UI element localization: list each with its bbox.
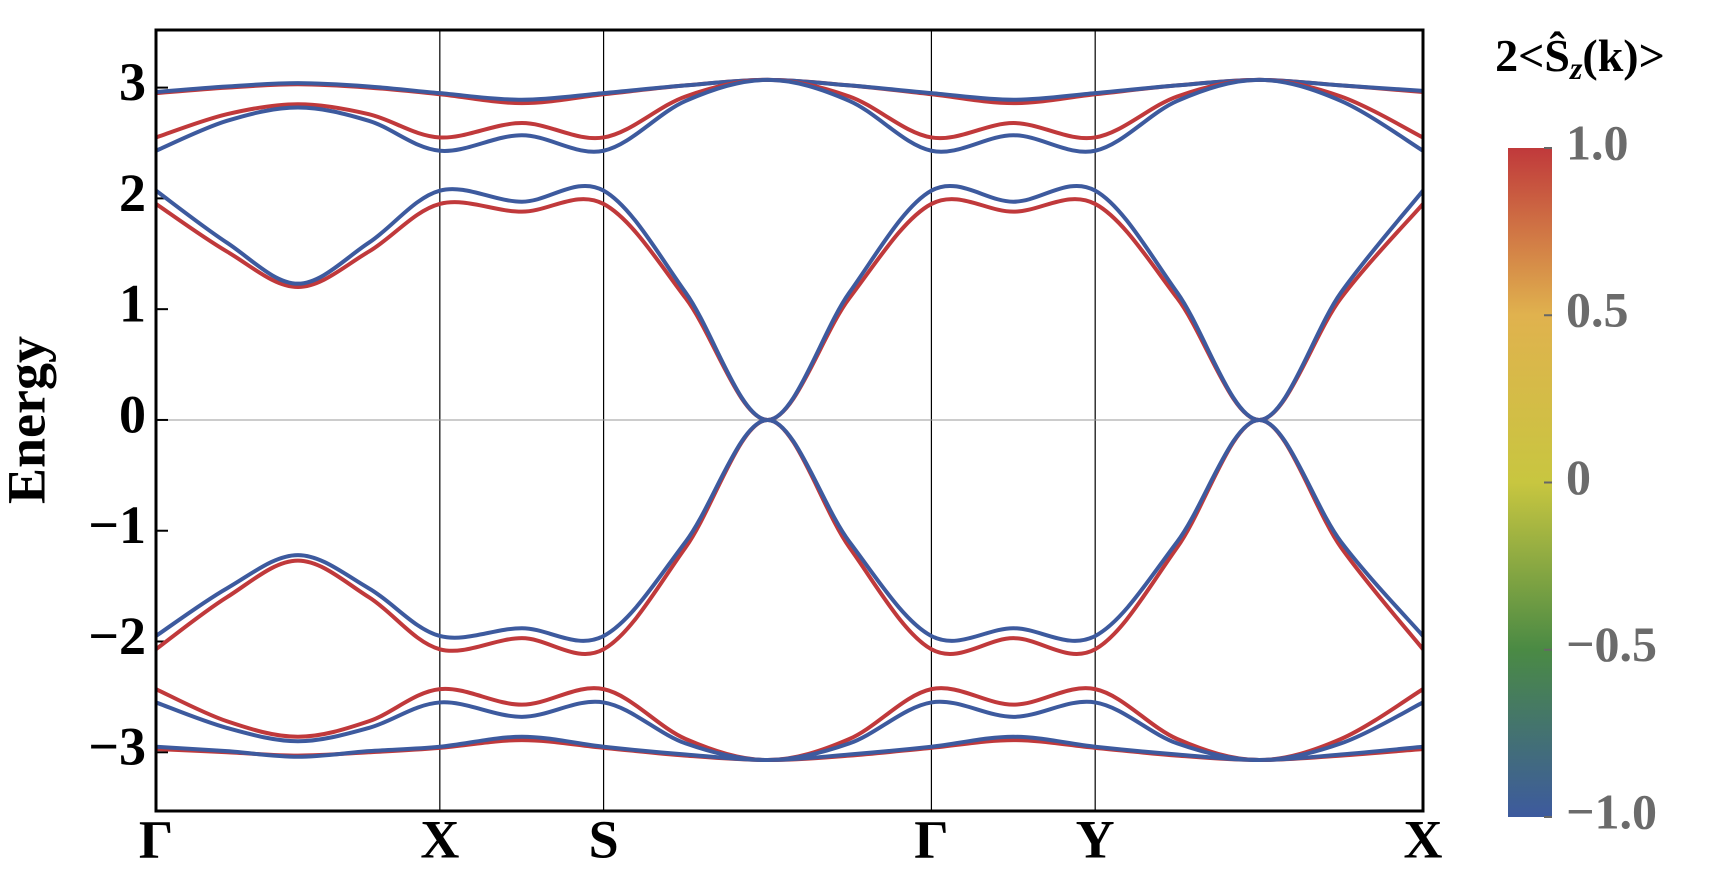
y-tick-label: 3 bbox=[119, 52, 146, 112]
y-tick-label: 0 bbox=[119, 384, 146, 444]
band-line bbox=[155, 77, 1424, 141]
x-tick-label: S bbox=[589, 809, 619, 869]
colorbar-title: 2<Ŝz(k)> bbox=[1495, 30, 1665, 87]
x-tick-label: Y bbox=[1076, 809, 1115, 869]
colorbar-tick-label: −0.5 bbox=[1566, 616, 1657, 672]
x-tick-label: X bbox=[420, 809, 459, 869]
y-tick-label: −1 bbox=[88, 495, 146, 555]
band-line bbox=[154, 417, 1425, 643]
y-tick-label: −3 bbox=[88, 717, 146, 777]
band-line bbox=[154, 417, 1425, 656]
x-tick-label: X bbox=[1404, 809, 1443, 869]
y-tick-label: 2 bbox=[119, 163, 146, 223]
colorbar-tick-label: 1.0 bbox=[1566, 114, 1629, 170]
band-line bbox=[154, 197, 1425, 422]
y-tick-label: −2 bbox=[88, 606, 146, 666]
band-line bbox=[155, 686, 1425, 763]
plot-frame bbox=[154, 28, 1425, 813]
band-line bbox=[155, 734, 1424, 763]
colorbar-tick-label: 0.5 bbox=[1566, 282, 1629, 338]
y-tick-label: 1 bbox=[119, 274, 146, 334]
band-line bbox=[154, 183, 1425, 422]
colorbar-tick-label: 0 bbox=[1566, 449, 1591, 505]
y-axis-label: Energy bbox=[0, 336, 56, 504]
x-tick-label: Γ bbox=[139, 809, 173, 869]
band-line bbox=[155, 77, 1425, 154]
x-tick-label: Γ bbox=[914, 809, 948, 869]
colorbar-tick-label: −1.0 bbox=[1566, 783, 1657, 839]
